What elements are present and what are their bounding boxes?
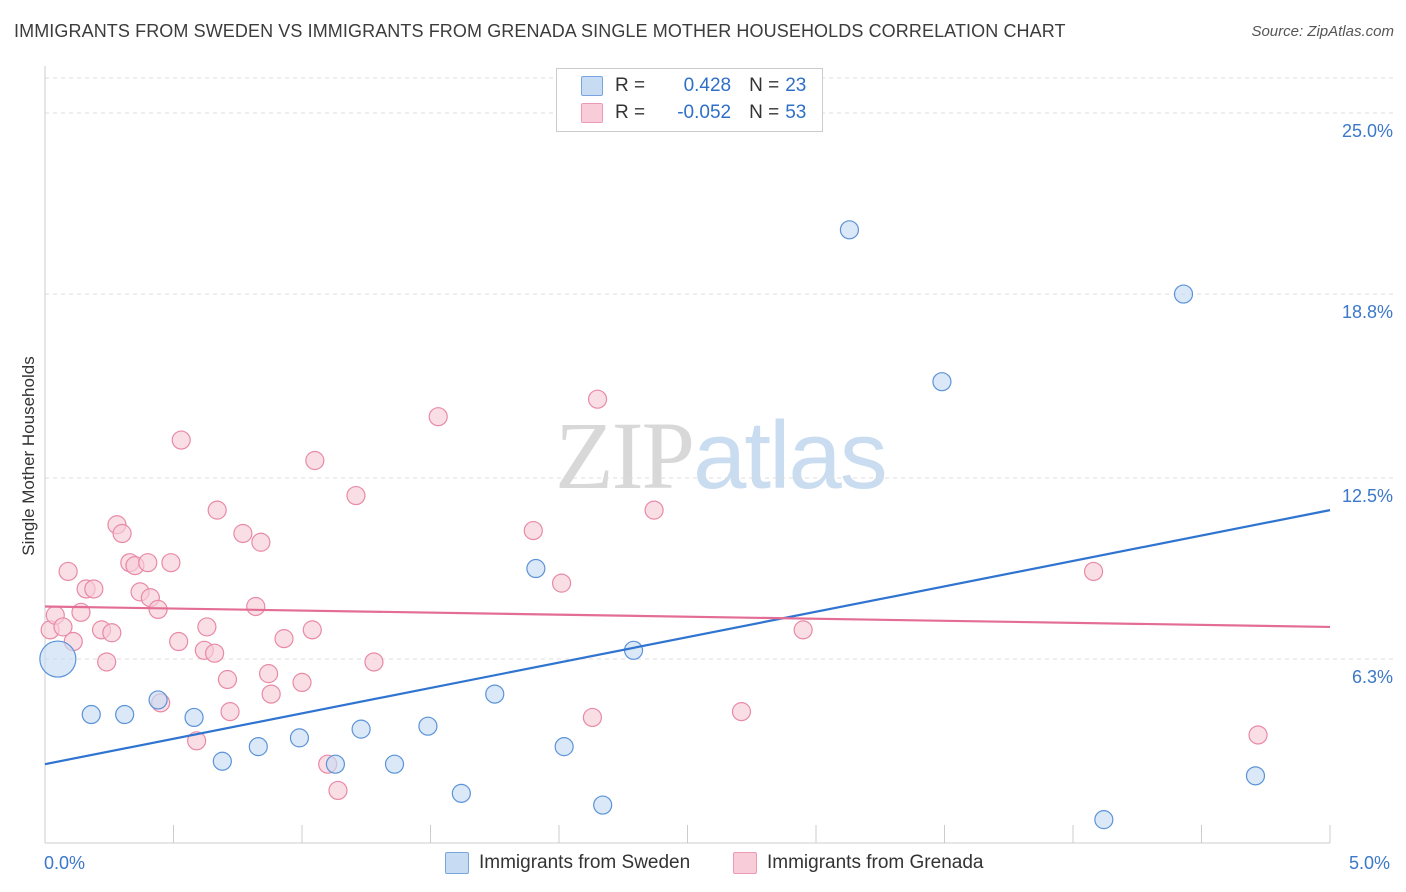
source-credit: Source: ZipAtlas.com — [1251, 23, 1394, 40]
data-point-grenada — [246, 596, 266, 617]
data-point-grenada — [258, 664, 279, 684]
data-point-sweden — [932, 372, 952, 392]
bottom-legend-swatch-grenada — [733, 852, 757, 874]
data-point-grenada — [1248, 725, 1268, 745]
trend-line-sweden — [44, 509, 1331, 766]
data-point-grenada — [102, 623, 122, 643]
y-tick-label: 18.8% — [1341, 302, 1393, 323]
data-point-grenada — [346, 485, 366, 506]
x-tick-label-min: 0.0% — [44, 853, 86, 873]
trend-lines — [44, 509, 1331, 766]
data-point-grenada — [274, 629, 294, 649]
data-point-grenada — [84, 579, 104, 599]
data-point-grenada — [171, 430, 191, 450]
legend-row-sweden: R = 0.428 N = 23 — [581, 74, 806, 98]
data-point-sweden — [1173, 284, 1194, 304]
data-point-sweden — [351, 719, 371, 739]
data-point-sweden — [325, 754, 346, 774]
data-point-sweden — [248, 737, 268, 757]
bottom-legend-label-sweden: Immigrants from Sweden — [479, 852, 691, 873]
x-tick-label-max: 5.0% — [1349, 853, 1391, 873]
y-tick-label: 25.0% — [1341, 121, 1393, 142]
data-point-grenada — [587, 389, 608, 409]
data-point-sweden — [839, 220, 860, 240]
data-point-grenada — [138, 553, 158, 573]
series-grenada-points — [40, 389, 1268, 801]
legend-swatch-grenada — [581, 103, 603, 123]
data-point-sweden — [554, 737, 574, 757]
data-point-grenada — [302, 620, 322, 640]
bottom-legend-grenada: Immigrants from Grenada — [733, 852, 983, 874]
data-point-sweden — [418, 716, 438, 736]
trend-line-grenada — [44, 605, 1331, 629]
chart-title: IMMIGRANTS FROM SWEDEN VS IMMIGRANTS FRO… — [14, 21, 1066, 41]
data-point-grenada — [233, 523, 253, 544]
legend-n-label: N = — [749, 75, 780, 96]
data-point-sweden — [1245, 766, 1266, 786]
data-point-grenada — [551, 573, 572, 593]
bottom-legend-label-grenada: Immigrants from Grenada — [767, 852, 984, 873]
data-point-grenada — [582, 707, 603, 728]
correlation-legend: R = 0.428 N = 23 R = -0.052 N = 53 — [556, 68, 823, 132]
data-point-sweden — [526, 558, 546, 579]
bottom-legend-swatch-sweden — [445, 852, 469, 874]
data-point-grenada — [523, 520, 543, 541]
data-point-sweden — [115, 704, 135, 725]
data-point-grenada — [197, 617, 217, 637]
data-point-grenada — [428, 407, 448, 427]
data-point-sweden — [1094, 810, 1114, 830]
data-point-grenada — [217, 669, 238, 690]
data-point-grenada — [97, 652, 117, 672]
data-point-sweden — [623, 640, 644, 660]
series-sweden-points — [39, 220, 1266, 830]
legend-row-grenada: R = -0.052 N = 53 — [581, 101, 806, 125]
data-point-grenada — [169, 631, 189, 652]
watermark-zip: ZIP — [555, 402, 695, 509]
data-point-grenada — [1083, 561, 1104, 582]
data-point-grenada — [328, 780, 348, 801]
data-point-grenada — [292, 672, 312, 693]
axes — [44, 66, 1331, 844]
data-point-grenada — [207, 500, 227, 520]
data-point-grenada — [112, 523, 132, 544]
data-point-grenada — [793, 620, 813, 640]
data-point-grenada — [58, 561, 78, 582]
data-point-grenada — [251, 532, 271, 552]
legend-r-label: R = — [615, 75, 646, 96]
data-point-sweden — [451, 783, 471, 803]
data-point-sweden — [39, 640, 77, 678]
y-tick-label: 6.3% — [1351, 667, 1393, 688]
data-point-grenada — [305, 450, 325, 471]
legend-n-label: N = — [749, 102, 780, 123]
data-point-grenada — [364, 652, 384, 672]
watermark: ZIPatlas — [555, 400, 888, 511]
data-point-sweden — [384, 754, 405, 774]
legend-n-value-sweden: 23 — [785, 75, 807, 96]
data-point-grenada — [261, 684, 281, 704]
watermark-atlas: atlas — [693, 402, 888, 509]
data-point-grenada — [731, 702, 752, 722]
data-point-sweden — [148, 690, 168, 710]
data-point-sweden — [593, 795, 613, 815]
data-point-sweden — [184, 707, 204, 728]
grid-lines — [45, 77, 1395, 660]
legend-r-value-grenada: -0.052 — [677, 102, 732, 123]
bottom-legend-sweden: Immigrants from Sweden — [445, 852, 690, 874]
data-point-grenada — [187, 731, 207, 751]
legend-n-value-grenada: 53 — [785, 102, 807, 123]
data-point-grenada — [644, 500, 664, 520]
legend-swatch-sweden — [581, 76, 603, 96]
data-point-grenada — [220, 702, 240, 722]
legend-r-value-sweden: 0.428 — [683, 75, 732, 96]
data-point-grenada — [53, 617, 73, 637]
data-point-grenada — [161, 553, 181, 573]
data-point-sweden — [212, 751, 232, 771]
data-point-grenada — [205, 643, 225, 663]
data-point-sweden — [485, 684, 505, 704]
y-tick-label: 12.5% — [1341, 486, 1393, 507]
data-point-sweden — [289, 728, 310, 748]
data-point-sweden — [81, 704, 101, 725]
legend-r-label: R = — [615, 102, 646, 123]
